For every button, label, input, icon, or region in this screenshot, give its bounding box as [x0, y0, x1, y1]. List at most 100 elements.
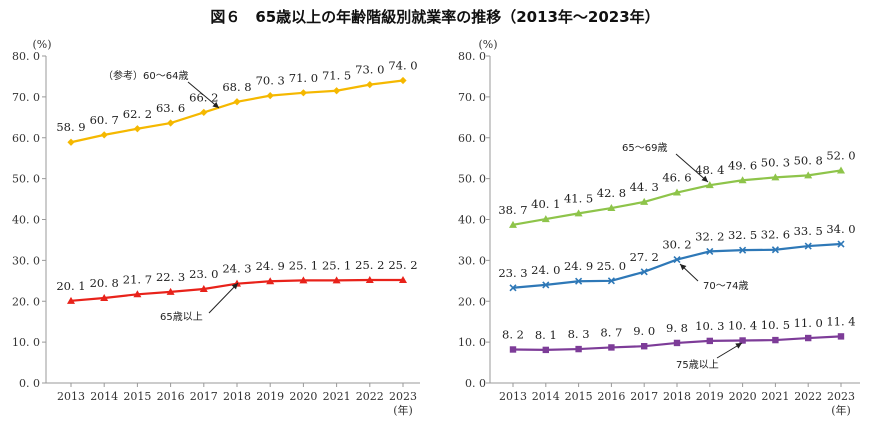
- x-tick-label: 2017: [630, 390, 658, 403]
- arrow-head: [735, 343, 742, 349]
- arrow-head: [231, 283, 238, 290]
- data-label: 73. 0: [355, 63, 384, 77]
- data-point: [738, 176, 747, 184]
- series-s65_69: 38. 7 40. 1 41. 5 42. 8 44. 346. 6 48. 4 49. 6…: [498, 148, 856, 228]
- data-point: [771, 173, 780, 181]
- data-point: [837, 166, 845, 174]
- data-label: 30. 2: [662, 238, 691, 252]
- data-label: 25. 1: [322, 258, 351, 272]
- data-point: [607, 204, 616, 212]
- data-point: [541, 215, 550, 223]
- data-label: 41. 5: [564, 191, 593, 205]
- x-tick-label: 2015: [123, 390, 151, 403]
- y-tick-label: 20. 0: [458, 295, 486, 308]
- data-point: [166, 287, 175, 295]
- data-label: 33. 5: [794, 224, 823, 238]
- data-label: 27. 2: [630, 250, 659, 264]
- data-label: 24. 9: [564, 259, 593, 273]
- data-point: [772, 336, 779, 344]
- y-tick-label: 30. 0: [458, 254, 486, 267]
- data-label: 9. 0: [633, 324, 655, 338]
- data-point: [805, 334, 812, 342]
- y-tick-label: 70. 0: [458, 91, 486, 104]
- x-tick-label: 2018: [223, 390, 251, 403]
- data-label: 8. 3: [568, 327, 590, 341]
- data-point: [705, 181, 714, 189]
- data-point: [299, 89, 307, 97]
- arrow-head: [701, 175, 708, 182]
- data-point: [266, 277, 275, 285]
- data-point: [673, 255, 681, 264]
- data-label: 20. 8: [90, 276, 119, 290]
- figure-title: 図６ 65歳以上の年齢階級別就業率の推移（2013年～2023年）: [210, 8, 660, 26]
- data-point: [399, 76, 407, 85]
- x-tick-label: 2013: [499, 390, 527, 403]
- data-point: [804, 171, 813, 179]
- data-label: 32. 5: [728, 228, 757, 242]
- data-point: [133, 125, 141, 133]
- series-name-label: （参考）60～64歳: [103, 69, 188, 82]
- series-s75plus: 8. 2 8. 1 8. 3 8. 7 9. 0 9. 8 10. 3 10. 4 10. 5 1…: [502, 314, 856, 354]
- y-tick-label: 10. 0: [12, 336, 40, 349]
- data-point: [199, 284, 208, 292]
- data-point: [509, 220, 517, 228]
- data-label: 25. 0: [597, 259, 626, 273]
- series-s70_74: 23. 3 24. 0 24. 9 25. 0 27. 230. 2 32. 2 32. 5…: [498, 222, 856, 292]
- data-point: [67, 296, 75, 304]
- data-point: [542, 281, 550, 289]
- y-tick-label: 30. 0: [12, 254, 40, 267]
- data-label: 24. 3: [222, 262, 251, 276]
- data-label: 46. 6: [662, 171, 691, 185]
- data-label: 68. 8: [222, 80, 251, 94]
- data-label: 70. 3: [256, 74, 285, 88]
- data-label: 62. 2: [123, 107, 152, 121]
- data-point: [739, 337, 746, 344]
- data-point: [607, 277, 615, 285]
- data-point: [399, 275, 407, 283]
- x-tick-label: 2023: [389, 390, 417, 403]
- data-label: 10. 3: [695, 319, 724, 333]
- x-unit-label: (年): [831, 403, 851, 417]
- data-point: [332, 276, 341, 284]
- data-point: [574, 209, 583, 217]
- data-label: 60. 7: [90, 113, 119, 127]
- data-point: [542, 346, 549, 354]
- data-label: 21. 7: [123, 272, 152, 286]
- data-point: [640, 197, 649, 205]
- data-label: 10. 5: [761, 318, 790, 332]
- x-tick-label: 2019: [696, 390, 724, 403]
- data-point: [67, 138, 75, 146]
- data-label: 22. 3: [156, 270, 185, 284]
- y-unit-label: (%): [32, 38, 51, 51]
- x-tick-label: 2019: [256, 390, 284, 403]
- y-tick-label: 80. 0: [458, 50, 486, 63]
- data-label: 63. 6: [156, 101, 185, 115]
- y-tick-label: 70. 0: [12, 91, 40, 104]
- data-label: 48. 4: [695, 163, 724, 177]
- x-tick-label: 2015: [565, 390, 593, 403]
- data-label: 52. 0: [826, 148, 855, 162]
- x-tick-label: 2022: [794, 390, 822, 403]
- data-label: 8. 2: [502, 327, 524, 341]
- data-label: 44. 3: [630, 180, 659, 194]
- data-label: 25. 2: [355, 258, 384, 272]
- data-label: 25. 1: [289, 258, 318, 272]
- callout-arrow: [187, 81, 220, 109]
- data-point: [266, 92, 274, 100]
- x-tick-label: 2014: [532, 390, 560, 403]
- data-point: [200, 108, 208, 117]
- data-label: 49. 6: [728, 158, 757, 172]
- x-tick-label: 2020: [729, 390, 757, 403]
- series-name-label: 75歳以上: [676, 359, 719, 371]
- y-tick-label: 0. 0: [465, 377, 486, 390]
- y-tick-label: 50. 0: [458, 173, 486, 186]
- data-point: [365, 275, 374, 283]
- data-label: 11. 0: [794, 316, 823, 330]
- data-label: 11. 4: [826, 314, 855, 328]
- x-unit-label: (年): [393, 403, 413, 417]
- data-point: [804, 242, 812, 250]
- data-label: 71. 0: [289, 71, 318, 85]
- data-point: [739, 246, 747, 254]
- data-point: [771, 246, 779, 254]
- data-point: [641, 343, 648, 350]
